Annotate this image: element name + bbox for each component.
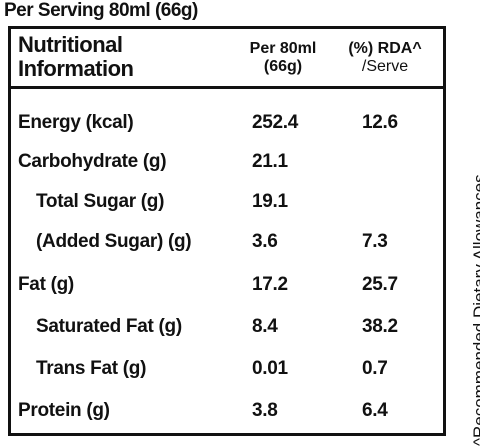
row-label: Carbohydrate (g) (18, 151, 167, 172)
per-serving-value: 8.4 (252, 316, 278, 337)
rda-value: 38.2 (362, 316, 398, 337)
per-serving-value: 17.2 (252, 274, 288, 295)
per-serving-value: 0.01 (252, 358, 288, 379)
column-header: /Serve (361, 58, 409, 75)
column-header: Information (18, 56, 134, 81)
per-serving-value: 19.1 (252, 191, 288, 212)
column-header: (%) RDA^ (348, 40, 422, 57)
row-label: Saturated Fat (g) (36, 316, 182, 337)
table-border (8, 26, 446, 436)
column-header: (66g) (263, 58, 303, 75)
row-label: Protein (g) (18, 400, 110, 421)
rda-value: 0.7 (362, 358, 388, 379)
rda-value: 6.4 (362, 400, 388, 421)
column-header: Per 80ml (249, 40, 317, 57)
rda-value: 12.6 (362, 112, 398, 133)
header-rule (8, 86, 446, 89)
row-label: (Added Sugar) (g) (36, 231, 192, 252)
column-header: Nutritional (18, 32, 123, 57)
row-label: Trans Fat (g) (36, 358, 147, 379)
per-serving-value: 252.4 (252, 112, 299, 133)
row-label: Energy (kcal) (18, 112, 134, 133)
rda-value: 7.3 (362, 231, 388, 252)
per-serving-value: 21.1 (252, 151, 288, 172)
rda-value: 25.7 (362, 274, 398, 295)
title: Per Serving 80ml (66g) (4, 0, 198, 21)
row-label: Fat (g) (18, 274, 74, 295)
row-label: Total Sugar (g) (36, 191, 165, 212)
footnote: ^Recommended Dietary Allowances (470, 174, 480, 446)
per-serving-value: 3.8 (252, 400, 278, 421)
per-serving-value: 3.6 (252, 231, 278, 252)
